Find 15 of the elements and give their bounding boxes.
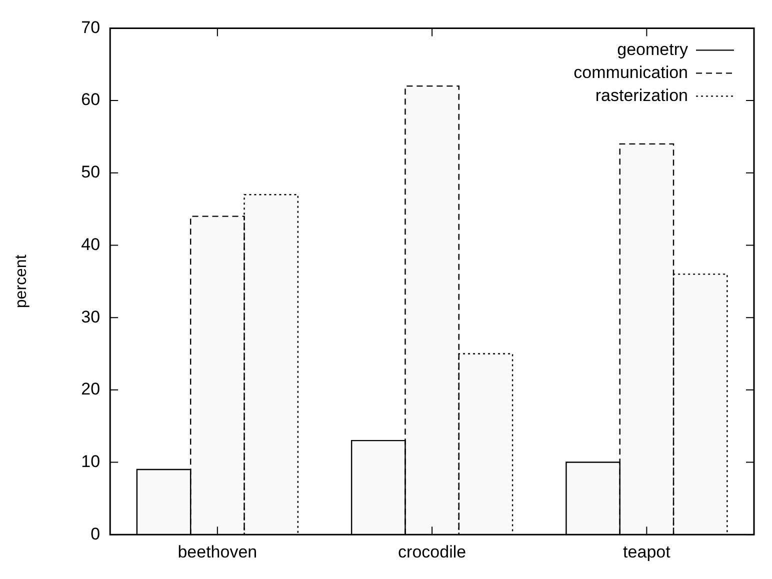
- y-tick-label: 20: [81, 380, 100, 399]
- x-tick-label: teapot: [623, 542, 671, 562]
- x-tick-label: crocodile: [398, 542, 466, 562]
- y-tick-label: 60: [81, 90, 100, 110]
- x-tick-label: beethoven: [178, 542, 258, 562]
- y-tick-label: 0: [90, 524, 100, 544]
- legend-label: geometry: [617, 40, 688, 59]
- y-tick-label: 10: [81, 452, 100, 471]
- y-axis-title: percent: [13, 254, 30, 308]
- legend-label: communication: [574, 62, 688, 82]
- y-tick-label: 70: [81, 18, 100, 37]
- y-tick-label: 50: [81, 162, 100, 182]
- legend-label: rasterization: [595, 86, 688, 105]
- y-tick-label: 40: [81, 234, 100, 254]
- y-tick-label: 30: [81, 307, 100, 326]
